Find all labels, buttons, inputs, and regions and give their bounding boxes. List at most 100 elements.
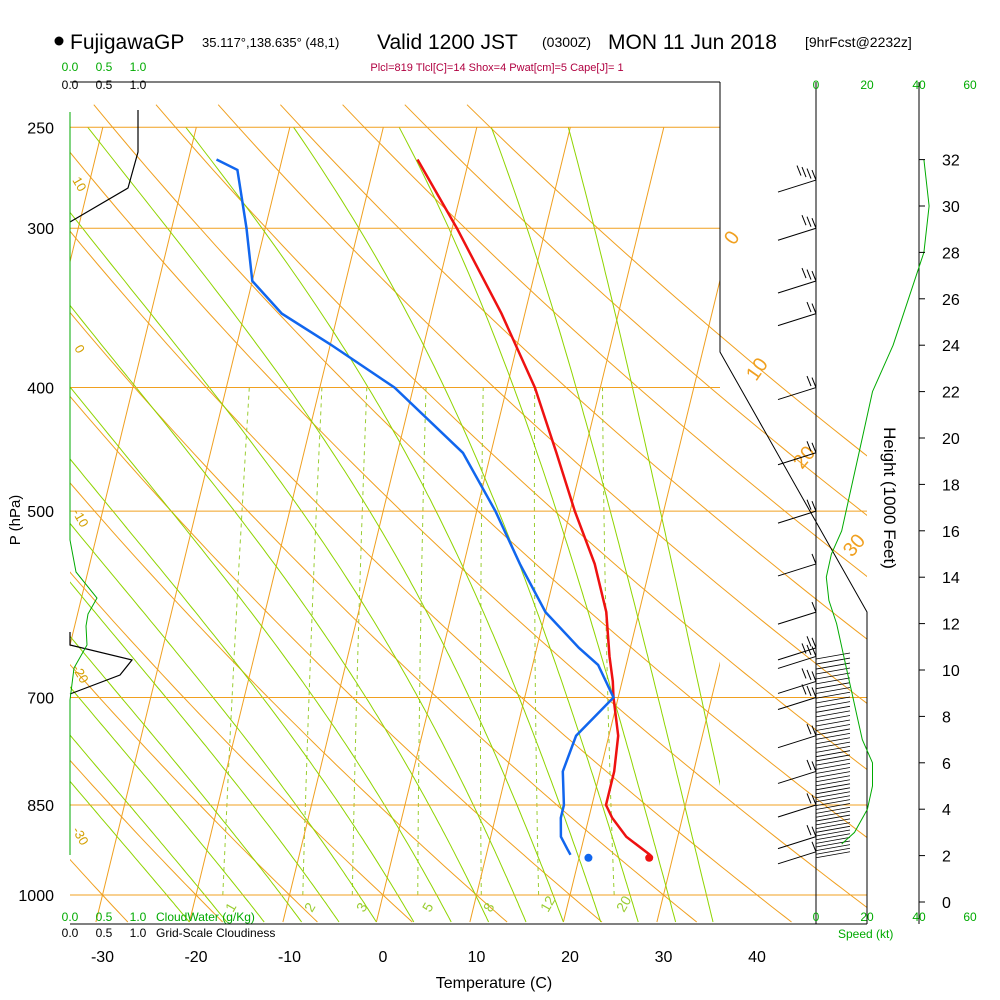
dry-adiabat-line: [155, 104, 867, 771]
moist-adiabat-line: [70, 734, 228, 923]
wind-barb-flag: [806, 499, 812, 510]
isotherm-line: [656, 661, 720, 923]
moist-adiabat-line: [293, 127, 639, 923]
moist-adiabat-line: [490, 127, 714, 923]
wind-barb-flag: [811, 794, 817, 806]
wind-barb-shaft: [777, 611, 817, 625]
wind-barb-flag: [806, 759, 812, 771]
low-level-wind-barb: [815, 829, 851, 837]
wind-barb-shaft: [777, 313, 817, 327]
wind-barb-flag: [801, 643, 807, 654]
low-level-wind-barb: [815, 771, 851, 779]
low-level-wind-barb: [815, 710, 851, 718]
moist-adiabat-line: [185, 126, 602, 923]
wind-barb-flag: [806, 216, 812, 227]
moist-adiabat-line: [70, 458, 415, 923]
speed-axis-label: Speed (kt): [838, 927, 893, 941]
wind-barb-flag: [801, 166, 807, 178]
station-bullet-icon: [54, 36, 64, 46]
wind-barb-shaft: [777, 770, 817, 784]
low-level-wind-barb: [815, 795, 851, 803]
low-level-wind-barb: [815, 783, 851, 791]
speed-tick-label-top: 60: [963, 78, 977, 92]
height-tick-label: 10: [942, 663, 960, 680]
cloud-water-scale-top: 1.0: [130, 60, 147, 74]
low-level-wind-barb: [815, 844, 851, 852]
low-level-wind-barb: [815, 754, 851, 762]
wind-barb-shaft: [777, 227, 817, 241]
low-level-wind-barb: [815, 750, 851, 758]
height-tick-label: 2: [942, 849, 951, 866]
surface-dewpoint-marker: [584, 853, 593, 862]
wind-barb-shaft: [777, 804, 817, 818]
height-axis-label: Height (1000 Feet): [880, 427, 899, 569]
isotherm-line: [562, 278, 720, 923]
wind-barb-flag: [801, 215, 807, 226]
mixing-ratio-line: [222, 387, 250, 896]
wind-barb-shaft: [777, 680, 817, 694]
wind-barb-shaft: [777, 647, 817, 661]
low-level-wind-barb: [815, 836, 851, 844]
surface-temperature-marker: [645, 853, 654, 862]
low-level-wind-barb: [815, 758, 851, 766]
y-axis-label: P (hPa): [7, 495, 24, 546]
wind-barb-flag: [811, 841, 817, 853]
speed-tick-label-bottom: 20: [860, 910, 874, 924]
wind-barb-shaft: [777, 836, 817, 850]
x-tick-label: 40: [748, 949, 766, 966]
dry-adiabat-label: 0: [720, 227, 744, 249]
pressure-tick-label: 400: [27, 381, 54, 398]
height-tick-label: 4: [942, 802, 951, 819]
low-level-wind-barb: [815, 705, 851, 713]
low-level-wind-barb: [815, 847, 851, 855]
dry-adiabat-label: 20: [789, 442, 820, 473]
low-level-wind-barb: [815, 691, 851, 699]
dry-adiabat-line: [70, 571, 413, 923]
cloudiness-scale-top: 1.0: [130, 78, 147, 92]
wind-barb-flag: [806, 824, 812, 836]
moist-adiabat-line: [70, 211, 527, 923]
wind-barb-flag: [811, 553, 817, 565]
isotherm-line: [375, 127, 571, 923]
isotherm-line: [750, 127, 944, 922]
height-tick-label: 28: [942, 245, 960, 262]
temperature-profile-line: [416, 158, 651, 856]
dry-adiabat-line: [404, 104, 867, 516]
wind-barb-flag: [811, 826, 817, 837]
wind-barb-flag: [806, 168, 812, 179]
wind-barb-shaft: [777, 280, 817, 294]
pressure-tick-label: 1000: [18, 888, 54, 905]
moist-adiabat-line: [70, 522, 377, 923]
isotherm-line: [70, 127, 197, 648]
cloud-water-scale-top: 0.0: [62, 60, 79, 74]
low-level-wind-barb: [815, 762, 851, 770]
low-level-wind-barb: [815, 767, 851, 774]
low-level-wind-barb: [815, 652, 851, 660]
speed-tick-label-bottom: 0: [813, 910, 820, 924]
dry-adiabat-line: [70, 151, 867, 909]
plot-frame: [70, 81, 868, 925]
dry-adiabat-line: [70, 663, 318, 923]
speed-tick-label-top: 20: [860, 78, 874, 92]
wind-barb-flag: [811, 637, 817, 649]
mixing-ratio-line: [480, 387, 484, 896]
isotherm-label: 0: [71, 342, 88, 356]
dry-adiabat-line: [70, 311, 698, 923]
wind-barb-shaft: [777, 179, 817, 193]
moist-adiabat-line: [567, 127, 720, 787]
cloudiness-scale-bottom: 1.0: [130, 926, 147, 940]
cloudiness-scale-bottom: 0.5: [96, 926, 113, 940]
wind-barb-flag: [811, 687, 817, 698]
low-level-wind-barb: [815, 732, 851, 740]
low-level-wind-barb: [815, 701, 851, 709]
cloud-water-line: [69, 112, 98, 855]
utc-time: (0300Z): [542, 34, 591, 50]
wind-barb-flag: [806, 441, 812, 452]
station-coords: 35.117°,138.635° (48,1): [202, 35, 339, 50]
dry-adiabat-line: [70, 759, 223, 923]
cloudiness-label: Grid-Scale Cloudiness: [156, 926, 275, 940]
cloudiness-upper-line: [69, 110, 139, 223]
moist-adiabat-line: [70, 304, 490, 923]
speed-tick-label-top: 0: [813, 78, 820, 92]
wind-barb-flag: [811, 500, 817, 512]
